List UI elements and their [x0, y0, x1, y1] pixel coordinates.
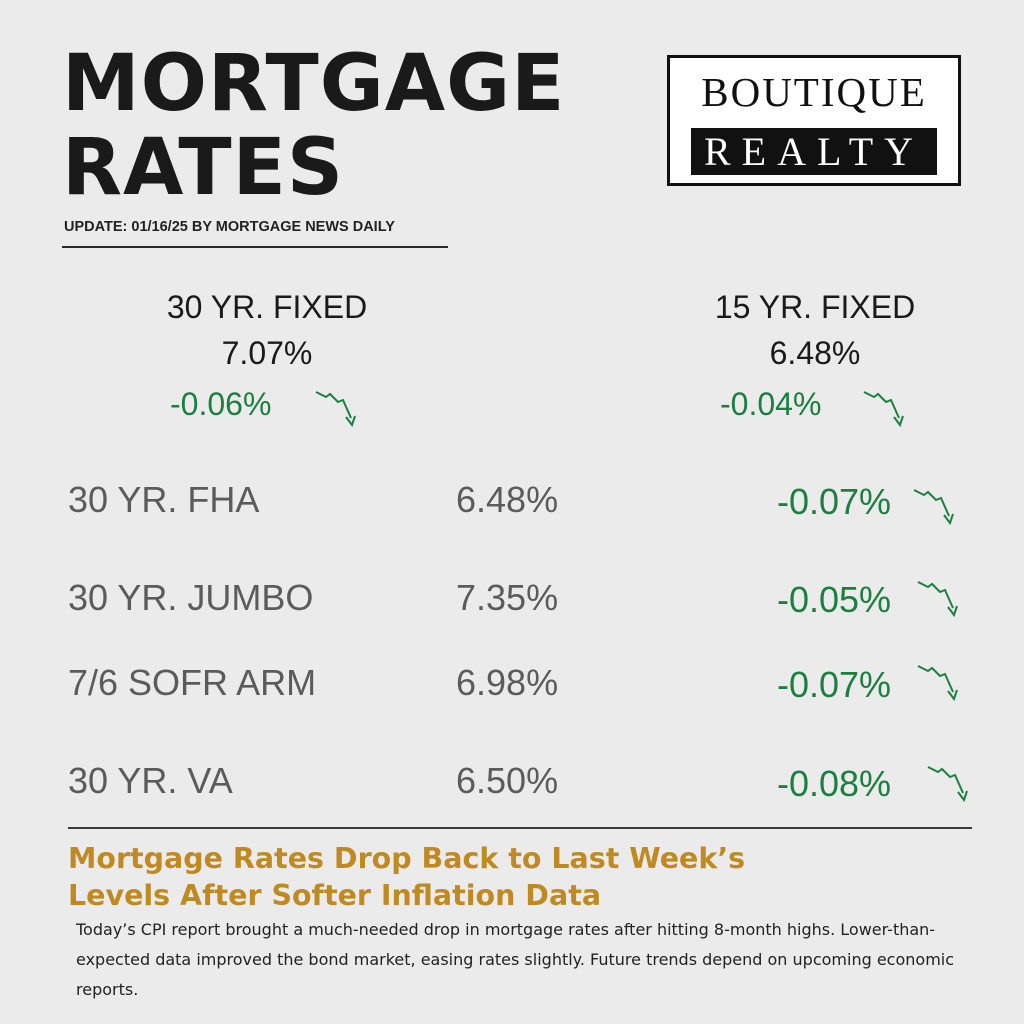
- featured-rate-value: 7.07%: [221, 335, 313, 371]
- rate-value: 6.98%: [456, 662, 559, 703]
- down-trend-arrow-icon: [917, 665, 958, 702]
- rate-name: 7/6 SOFR ARM: [68, 662, 317, 703]
- article-headline-line1: Mortgage Rates Drop Back to Last Week’s: [68, 842, 746, 875]
- section-divider: [68, 827, 972, 829]
- header-divider: [62, 246, 448, 248]
- down-trend-arrow-icon: [913, 489, 954, 526]
- rate-name: 30 YR. FHA: [68, 479, 260, 520]
- rate-value: 6.48%: [456, 479, 559, 520]
- rate-name: 30 YR. JUMBO: [68, 577, 314, 618]
- featured-rate-name: 30 YR. FIXED: [166, 289, 368, 325]
- rate-value: 6.50%: [456, 760, 559, 801]
- rate-change: -0.07%: [777, 481, 892, 522]
- down-trend-arrow-icon: [863, 391, 904, 428]
- rate-change: -0.05%: [777, 579, 892, 620]
- page-title-line1: MORTGAGE: [62, 39, 566, 129]
- rate-value: 7.35%: [456, 577, 559, 618]
- rate-change: -0.07%: [777, 664, 892, 705]
- article-headline: Mortgage Rates Drop Back to Last Week’s …: [68, 840, 745, 914]
- down-trend-arrow-icon: [927, 766, 968, 803]
- featured-rate-name: 15 YR. FIXED: [714, 289, 916, 325]
- rate-name: 30 YR. VA: [68, 760, 233, 801]
- logo-text-top: BOUTIQUE: [701, 69, 927, 115]
- page-title: MORTGAGE RATES: [62, 42, 565, 210]
- featured-rate-15yr-fixed: 15 YR. FIXED 6.48%: [655, 284, 975, 376]
- update-line: UPDATE: 01/16/25 BY MORTGAGE NEWS DAILY: [64, 219, 395, 235]
- featured-rate-30yr-fixed: 30 YR. FIXED 7.07%: [107, 284, 427, 376]
- down-trend-arrow-icon: [917, 581, 958, 618]
- page-title-line2: RATES: [62, 123, 345, 213]
- featured-rate-change: -0.04%: [720, 386, 822, 422]
- boutique-realty-logo: BOUTIQUE REALTY: [667, 55, 961, 186]
- article-headline-line2: Levels After Softer Inflation Data: [68, 879, 602, 912]
- featured-rate-value: 6.48%: [769, 335, 861, 371]
- logo-text-bottom: REALTY: [691, 128, 937, 175]
- rate-change: -0.08%: [777, 763, 892, 804]
- article-body: Today’s CPI report brought a much-needed…: [76, 920, 955, 999]
- down-trend-arrow-icon: [315, 391, 356, 428]
- featured-rate-change: -0.06%: [170, 386, 272, 422]
